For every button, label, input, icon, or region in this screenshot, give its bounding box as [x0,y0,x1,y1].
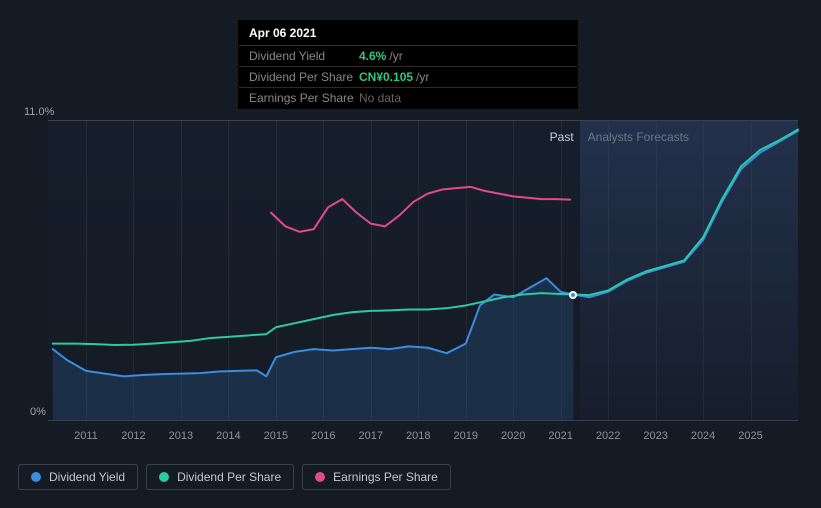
legend-swatch [31,472,41,482]
x-tick: 2019 [453,430,477,442]
tooltip-date: Apr 06 2021 [239,21,577,46]
tooltip-row: Dividend Yield4.6% /yr [239,46,577,67]
dividend-chart: 11.0% 0% Past Analysts Forecasts 2011201… [18,100,803,460]
tooltip-row-unit: /yr [416,70,429,84]
hover-marker [569,291,577,299]
x-tick: 2020 [501,430,525,442]
legend-label: Earnings Per Share [333,470,438,484]
legend-label: Dividend Yield [49,470,125,484]
x-tick: 2011 [74,430,98,442]
tooltip-row-value: CN¥0.105 [359,70,413,84]
legend-item[interactable]: Dividend Yield [18,464,138,490]
x-tick: 2012 [121,430,145,442]
x-tick: 2018 [406,430,430,442]
tooltip-row: Dividend Per ShareCN¥0.105 /yr [239,67,577,88]
x-tick: 2023 [643,430,667,442]
x-tick: 2014 [216,430,240,442]
x-tick: 2015 [264,430,288,442]
x-axis-line [48,420,798,421]
x-tick: 2021 [548,430,572,442]
x-tick: 2016 [311,430,335,442]
x-tick: 2017 [359,430,383,442]
tooltip-row: Earnings Per ShareNo data [239,88,577,108]
tooltip-row-label: Dividend Yield [249,49,359,63]
y-axis-min-label: 0% [30,406,46,418]
legend-item[interactable]: Dividend Per Share [146,464,294,490]
x-tick: 2013 [169,430,193,442]
tooltip-row-nodata: No data [359,91,401,105]
x-tick: 2025 [738,430,762,442]
chart-legend: Dividend Yield Dividend Per Share Earnings… [18,464,451,490]
chart-tooltip: Apr 06 2021 Dividend Yield4.6% /yrDivide… [238,20,578,109]
x-tick: 2022 [596,430,620,442]
legend-swatch [159,472,169,482]
y-axis-max-label: 11.0% [24,106,54,118]
tooltip-row-label: Earnings Per Share [249,91,359,105]
tooltip-row-unit: /yr [389,49,402,63]
legend-item[interactable]: Earnings Per Share [302,464,451,490]
tooltip-row-value: 4.6% [359,49,386,63]
x-axis: 2011 2012 2013 2014 2015 2016 2017 2018 2019 2020… [48,430,798,450]
tooltip-row-label: Dividend Per Share [249,70,359,84]
x-tick: 2024 [691,430,715,442]
legend-swatch [315,472,325,482]
chart-lines [48,120,798,420]
legend-label: Dividend Per Share [177,470,281,484]
